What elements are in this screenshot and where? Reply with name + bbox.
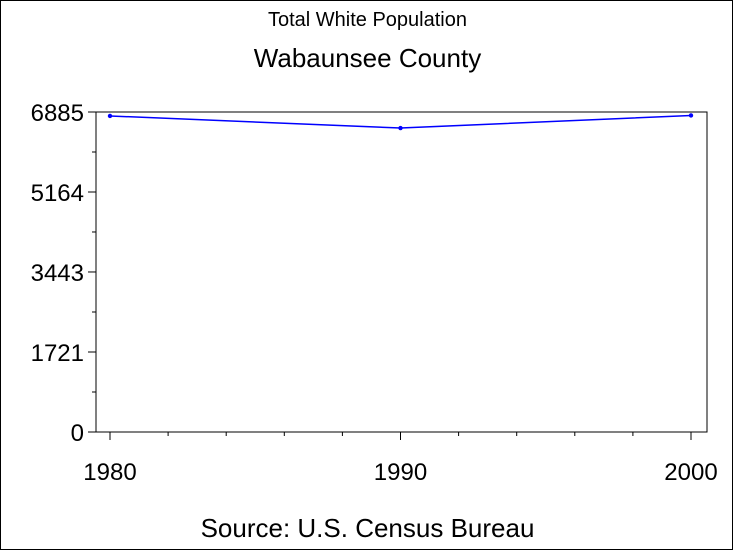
y-tick-label: 5164 — [31, 180, 84, 207]
y-tick-label: 6885 — [31, 100, 84, 127]
data-point — [688, 113, 694, 118]
y-tick-label: 0 — [71, 420, 84, 447]
chart-source: Source: U.S. Census Bureau — [200, 513, 535, 543]
x-tick-label: 1990 — [374, 459, 427, 486]
y-tick-label: 1721 — [31, 340, 84, 367]
chart-title: Total White Population — [267, 9, 467, 31]
x-tick-label: 2000 — [664, 459, 717, 486]
y-tick-label: 3443 — [31, 260, 84, 287]
data-point — [107, 113, 113, 119]
data-point — [398, 125, 403, 131]
x-tick-label: 1980 — [83, 459, 136, 486]
plot-area — [95, 111, 708, 433]
chart-subtitle: Wabaunsee County — [253, 43, 482, 73]
